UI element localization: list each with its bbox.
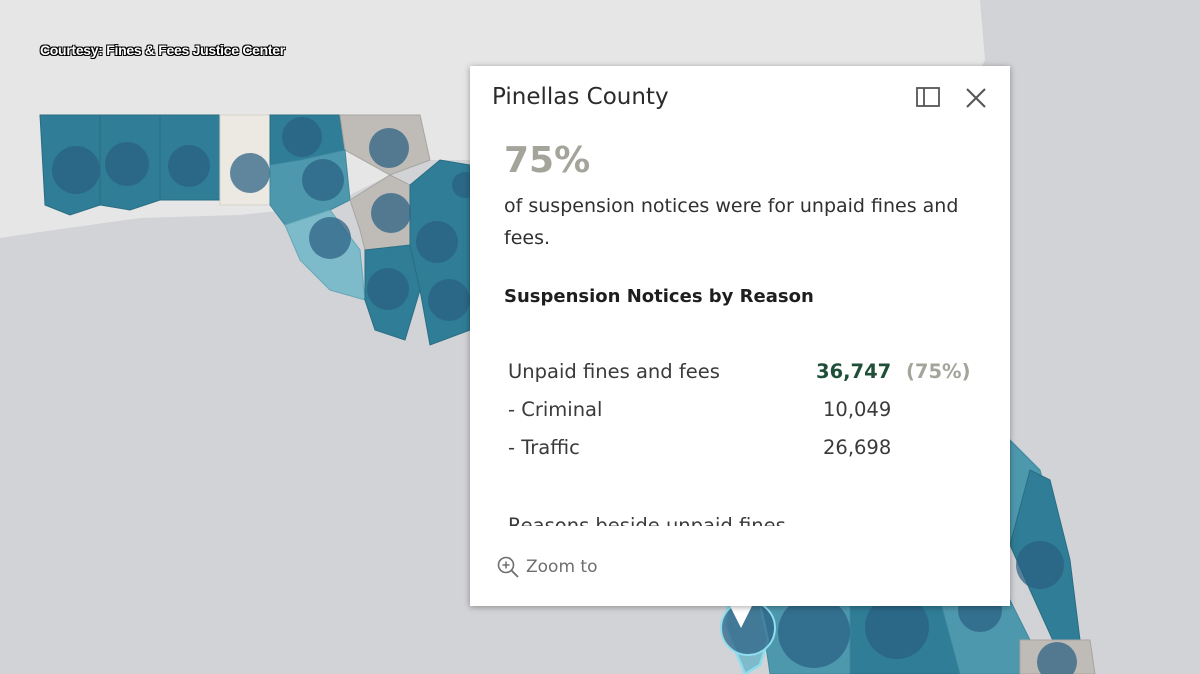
dock-button[interactable] — [916, 86, 940, 108]
reason-label: - Traffic — [508, 436, 580, 459]
bubble[interactable] — [230, 153, 270, 193]
headline-percentage: 75% — [504, 140, 591, 181]
reason-label: - Criminal — [508, 398, 603, 421]
gulf-of-mexico — [0, 212, 470, 674]
bubble[interactable] — [371, 193, 411, 233]
reason-percentage: (75%) — [906, 360, 971, 383]
close-icon — [966, 88, 986, 108]
close-button[interactable] — [964, 86, 988, 110]
county-popup: Pinellas County 75% of suspension notice… — [470, 66, 1010, 606]
bubble[interactable] — [105, 142, 149, 186]
reason-value: 36,747 — [816, 360, 892, 383]
dock-icon — [916, 87, 940, 107]
popup-pointer — [729, 604, 753, 628]
zoom-to-button[interactable]: Zoom to — [496, 554, 597, 580]
bubble[interactable] — [367, 268, 409, 310]
bubble[interactable] — [778, 596, 850, 668]
cut-off-text: Reasons beside unpaid fines — [508, 514, 786, 526]
section-title: Suspension Notices by Reason — [504, 286, 814, 307]
bubble[interactable] — [309, 217, 351, 259]
bubble[interactable] — [416, 221, 458, 263]
bubble[interactable] — [282, 117, 322, 157]
reason-value: 26,698 — [823, 436, 892, 459]
bubble[interactable] — [1037, 642, 1077, 674]
reason-row-criminal: - Criminal 10,049 — [508, 398, 978, 428]
bubble[interactable] — [865, 595, 929, 659]
reason-value: 10,049 — [823, 398, 892, 421]
reason-row-unpaid: Unpaid fines and fees 36,747 (75%) — [508, 360, 978, 390]
bubble[interactable] — [369, 128, 409, 168]
zoom-in-icon — [497, 556, 519, 578]
county-bubbles[interactable] — [52, 117, 1077, 674]
zoom-to-label: Zoom to — [526, 557, 598, 577]
bubble[interactable] — [302, 159, 344, 201]
bubble[interactable] — [428, 279, 470, 321]
reason-label: Unpaid fines and fees — [508, 360, 720, 383]
bubble[interactable] — [52, 146, 100, 194]
bubble[interactable] — [168, 145, 210, 187]
headline-description: of suspension notices were for unpaid fi… — [504, 195, 959, 249]
popup-title: Pinellas County — [492, 84, 669, 110]
bubble[interactable] — [1016, 541, 1064, 589]
attribution-text: Courtesy: Fines & Fees Justice Center — [40, 42, 285, 58]
popup-content[interactable]: 75% of suspension notices were for unpai… — [470, 136, 1010, 526]
reason-row-traffic: - Traffic 26,698 — [508, 436, 978, 466]
